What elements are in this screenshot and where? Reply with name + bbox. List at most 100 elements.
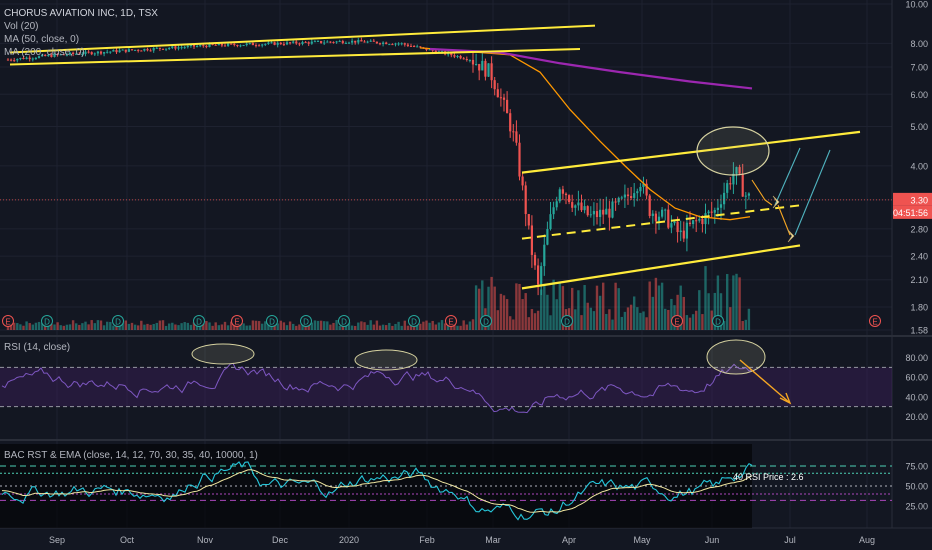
volume-bar [558,281,561,330]
candle-body [16,59,19,61]
price-tick-label: 5.00 [910,122,928,132]
countdown-value: 04:51:56 [893,208,928,218]
volume-bar [496,310,499,330]
candle-body [344,42,347,44]
candle-body [493,80,496,90]
volume-bar [350,325,354,330]
candle-body [558,189,561,202]
candle-body [211,43,214,45]
volume-bar [586,302,589,330]
volume-bar [366,324,369,330]
event-marker-dividend [193,315,205,327]
volume-bar [580,315,583,330]
volume-bar [199,325,202,330]
volume-bar [707,293,710,330]
time-tick-label: May [633,535,651,545]
candle-body [99,51,103,54]
candle-body [214,44,217,46]
candle-body [645,183,648,196]
volume-bar [19,324,22,330]
bac-pane [0,444,892,528]
volume-bar [174,324,177,330]
candle-body [220,43,223,46]
volume-bar [285,325,289,330]
candle-body [403,43,406,45]
volume-bar [248,325,251,330]
candle-body [310,41,313,44]
time-tick-label: Jul [784,535,796,545]
volume-bar [561,286,565,330]
volume-bar [149,324,152,330]
event-marker-earnings [2,315,14,327]
candle-body [6,59,10,61]
candle-body [258,45,261,47]
volume-bar [37,321,41,330]
volume-bar [137,325,140,330]
candle-body [568,195,571,203]
candle-body [481,60,484,71]
candle-body [93,53,96,55]
event-marker-label: D [715,318,721,327]
overlays [0,24,892,290]
event-marker-label: E [5,318,10,327]
volume-bar [282,322,286,330]
last-price-badge [893,192,932,206]
candle-body [394,43,397,45]
volume-bar [288,321,292,330]
volume-bar [598,295,602,330]
volume-bar [220,324,224,330]
volume-bar [226,325,230,330]
volume-bar [490,276,493,330]
time-tick-label: Jun [705,535,720,545]
candle-body [112,50,115,52]
candle-body [335,41,338,43]
candle-body [654,213,657,222]
candle-body [599,209,602,217]
candle-body [202,45,205,47]
candle-body [450,52,453,56]
volume-bar [552,279,555,330]
candle-body [642,183,645,187]
volume-bar [171,322,174,330]
volume-bar [65,324,69,330]
rsi-band [0,366,892,408]
candle-body [409,45,413,47]
candle-body [171,46,174,48]
candle-body [620,197,623,199]
volume-bar [698,290,701,330]
volume-bar [25,321,28,330]
volume-bar [381,324,385,330]
volume-bar [660,282,664,330]
volume-bar [676,294,679,330]
volume-bar [87,324,90,330]
rising-channel-top [521,130,861,174]
volume-bar [530,309,534,330]
volume-bar [264,321,267,330]
rsi-projection-arrow [739,359,791,404]
volume-bar [670,298,673,330]
volume-bar [536,310,540,330]
volume-bar [422,321,425,330]
time-tick-label: Feb [419,535,435,545]
candle-body [521,176,524,186]
volume-bar [161,320,165,330]
candle-body [475,64,478,66]
volume-bar [298,324,301,330]
bac-label: BAC RST & EMA (close, 14, 12, 70, 30, 35… [4,450,258,461]
candle-body [611,201,614,218]
volume-bar [747,308,751,330]
candle-body [320,40,323,43]
volume-bar [533,313,537,330]
price-tick-label: 4.00 [910,161,928,171]
time-tick-label: Oct [120,535,135,545]
time-tick-label: Apr [562,535,576,545]
price-tick-label: 6.00 [910,90,928,100]
symbol-title: CHORUS AVIATION INC, 1D, TSX [4,8,158,19]
candle-body [561,189,564,194]
candle-body [546,229,549,245]
volume-bar [437,322,441,330]
candle-body [574,205,577,208]
volume-bar [360,321,363,330]
event-marker-label: D [269,318,275,327]
